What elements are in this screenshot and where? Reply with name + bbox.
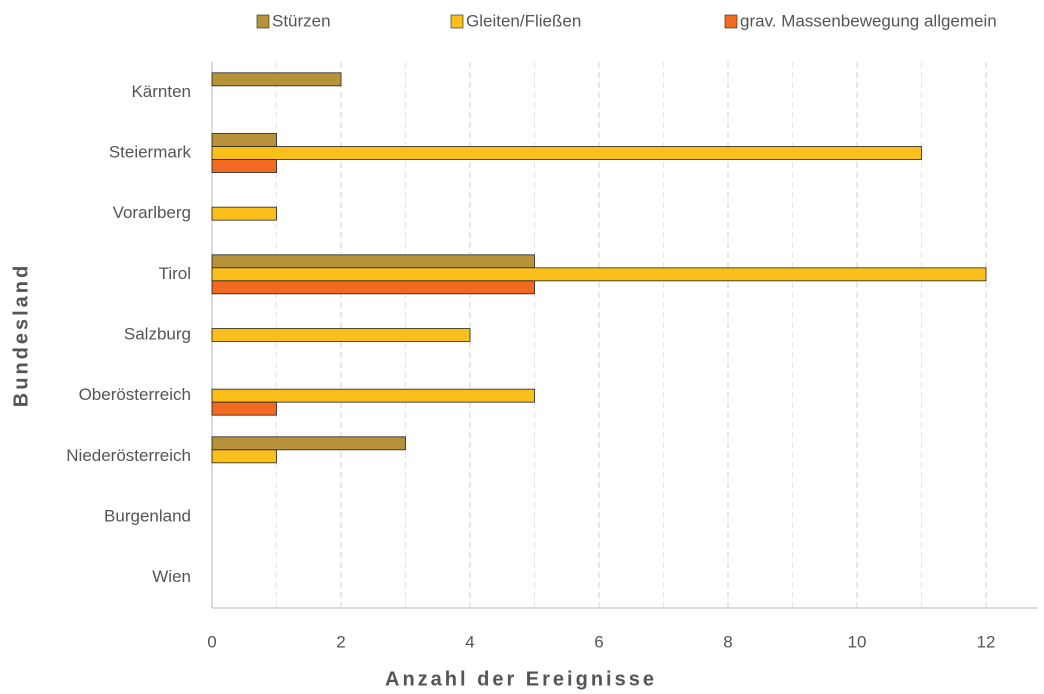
legend-label: grav. Massenbewegung allgemein <box>740 11 997 30</box>
legend-swatch <box>450 14 464 29</box>
bar <box>211 254 535 269</box>
bar <box>211 206 277 221</box>
x-tick-label: 12 <box>977 632 996 651</box>
bar <box>211 401 277 416</box>
y-tick-label: Salzburg <box>124 324 191 343</box>
x-tick-label: 6 <box>594 632 603 651</box>
bar <box>211 146 922 160</box>
y-tick-label: Oberösterreich <box>79 385 191 404</box>
x-tick-label: 10 <box>848 632 867 651</box>
legend-swatch <box>724 14 738 29</box>
bar <box>211 133 277 147</box>
bar <box>211 267 987 282</box>
bar <box>211 159 277 173</box>
y-axis-title: Bundesland <box>10 263 32 407</box>
x-tick-label: 2 <box>336 632 345 651</box>
x-tick-label: 0 <box>207 632 216 651</box>
legend-label: Gleiten/Fließen <box>466 11 581 30</box>
y-tick-label: Steiermark <box>109 142 192 161</box>
x-axis-title: Anzahl der Ereignisse <box>385 668 657 690</box>
y-tick-label: Vorarlberg <box>113 203 191 222</box>
legend-swatch <box>256 14 270 29</box>
x-tick-label: 8 <box>723 632 732 651</box>
y-tick-label: Tirol <box>159 264 191 283</box>
bar <box>211 72 342 87</box>
x-tick-label: 4 <box>465 632 474 651</box>
bar <box>211 280 535 295</box>
y-tick-label: Burgenland <box>104 506 191 525</box>
bar <box>211 328 471 342</box>
y-tick-label: Niederösterreich <box>66 446 191 465</box>
bar <box>211 388 535 403</box>
y-tick-label: Kärnten <box>131 82 191 101</box>
bar <box>211 449 277 464</box>
y-tick-label: Wien <box>152 567 191 586</box>
bar <box>211 436 406 451</box>
legend-label: Stürzen <box>272 11 331 30</box>
